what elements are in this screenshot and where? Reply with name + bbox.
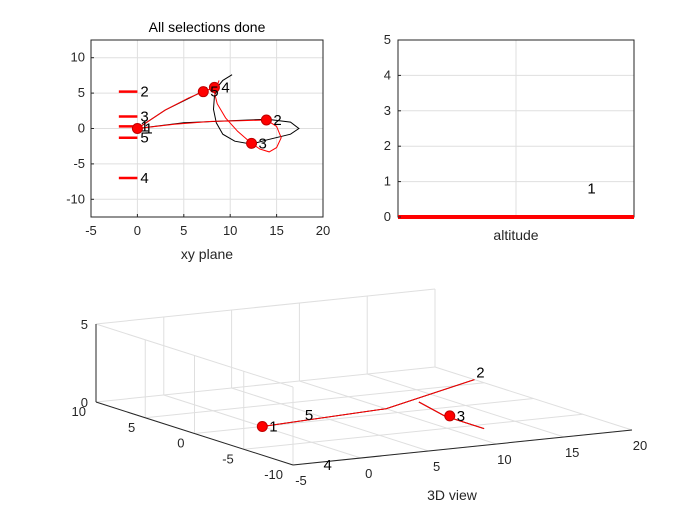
altitude-axes: 1 5 4 3 2 1 0 altitude: [384, 32, 635, 243]
3d-ytick-label: 5: [128, 420, 135, 435]
xy-waypoint-label: 3: [259, 135, 267, 152]
altitude-ytick-label: 0: [384, 209, 391, 224]
xy-waypoint-marker: [131, 123, 143, 134]
3d-text-label: 5: [305, 407, 313, 424]
3d-ytick-label: -5: [222, 451, 234, 466]
3d-floor-gridline: [95, 366, 436, 403]
xy-xtick-label: 20: [316, 223, 330, 238]
3d-trajectory-line: [262, 379, 475, 427]
altitude-ytick-label: 3: [384, 103, 391, 118]
3d-floor-gridline: [243, 413, 583, 450]
xy-ytick-label: -10: [66, 191, 85, 206]
3d-xtick-label: 5: [433, 459, 440, 474]
xy-trajectory-line: [137, 80, 282, 153]
altitude-ytick-label: 1: [384, 174, 391, 189]
3d-floor-gridline: [145, 382, 485, 419]
3d-xtick-label: 10: [497, 452, 511, 467]
3d-xtick-label: 0: [365, 466, 372, 481]
3d-wall-gridline: [95, 288, 436, 325]
xy-side-label: 1: [140, 118, 148, 135]
xy-waypoint-label: 5: [210, 84, 218, 101]
xy-waypoint-label: 4: [221, 79, 229, 96]
xy-waypoint-label: 1: [144, 121, 152, 138]
3d-view-axes: 1 3 2 5 4 -5 0 5 10 15 20 10 5 0 -5 -10 5 0 3D view: [72, 288, 648, 503]
altitude-ticks: 5 4 3 2 1 0: [384, 32, 401, 224]
3d-view-grid: [95, 288, 633, 466]
altitude-data: 1: [398, 180, 634, 219]
xy-plane-xlabel: xy plane: [181, 246, 233, 262]
xy-waypoint-marker: [246, 137, 258, 149]
altitude-ytick-label: 4: [384, 67, 391, 82]
3d-waypoint-label: 1: [269, 419, 277, 436]
3d-waypoint-label: 3: [457, 408, 465, 425]
3d-ytick-label: 0: [177, 436, 184, 451]
3d-ytick-label: 10: [72, 404, 86, 419]
xy-side-label: 5: [140, 130, 148, 147]
3d-waypoint-marker: [444, 410, 456, 422]
xy-waypoint-marker: [208, 81, 220, 93]
3d-ztick-label: 0: [81, 395, 88, 410]
altitude-annotation: 1: [587, 180, 595, 197]
3d-xtick-label: -5: [295, 473, 307, 488]
xy-ytick-label: 5: [78, 85, 85, 100]
xy-waypoint-label: 2: [273, 112, 281, 129]
xy-xtick-label: 0: [134, 223, 141, 238]
xy-xtick-label: 5: [180, 223, 187, 238]
3d-ytick-label: -10: [264, 467, 283, 482]
3d-waypoint-marker: [256, 421, 268, 432]
3d-text-label: 2: [476, 364, 484, 381]
3d-ztick-label: 5: [81, 317, 88, 332]
xy-waypoint-marker: [197, 86, 209, 98]
xy-side-label: 4: [140, 170, 148, 187]
xy-xtick-label: -5: [85, 223, 97, 238]
3d-xtick-label: 15: [565, 445, 579, 460]
3d-view-xlabel: 3D view: [427, 487, 478, 503]
xy-ytick-label: -5: [73, 156, 85, 171]
figure-title: All selections done: [149, 19, 266, 35]
xy-waypoint-marker: [260, 114, 272, 126]
xy-xtick-label: 15: [269, 223, 283, 238]
altitude-ytick-label: 2: [384, 138, 391, 153]
3d-y-axis: [95, 401, 294, 466]
xy-ytick-label: 0: [78, 121, 85, 136]
3d-xtick-label: 20: [633, 438, 647, 453]
xy-xtick-label: 10: [223, 223, 237, 238]
altitude-ytick-label: 5: [384, 32, 391, 47]
altitude-grid: [398, 39, 634, 218]
3d-view-data: 1 3 2 5 4: [256, 364, 485, 474]
xy-ytick-label: 10: [71, 50, 85, 65]
3d-x-axis: [292, 429, 633, 466]
3d-text-label: 4: [324, 457, 332, 474]
3d-wall-gridline: [95, 323, 294, 388]
altitude-xlabel: altitude: [493, 227, 538, 243]
xy-side-label: 3: [140, 108, 148, 125]
xy-side-label: 2: [140, 84, 148, 101]
3d-floor-gridline: [194, 398, 534, 434]
